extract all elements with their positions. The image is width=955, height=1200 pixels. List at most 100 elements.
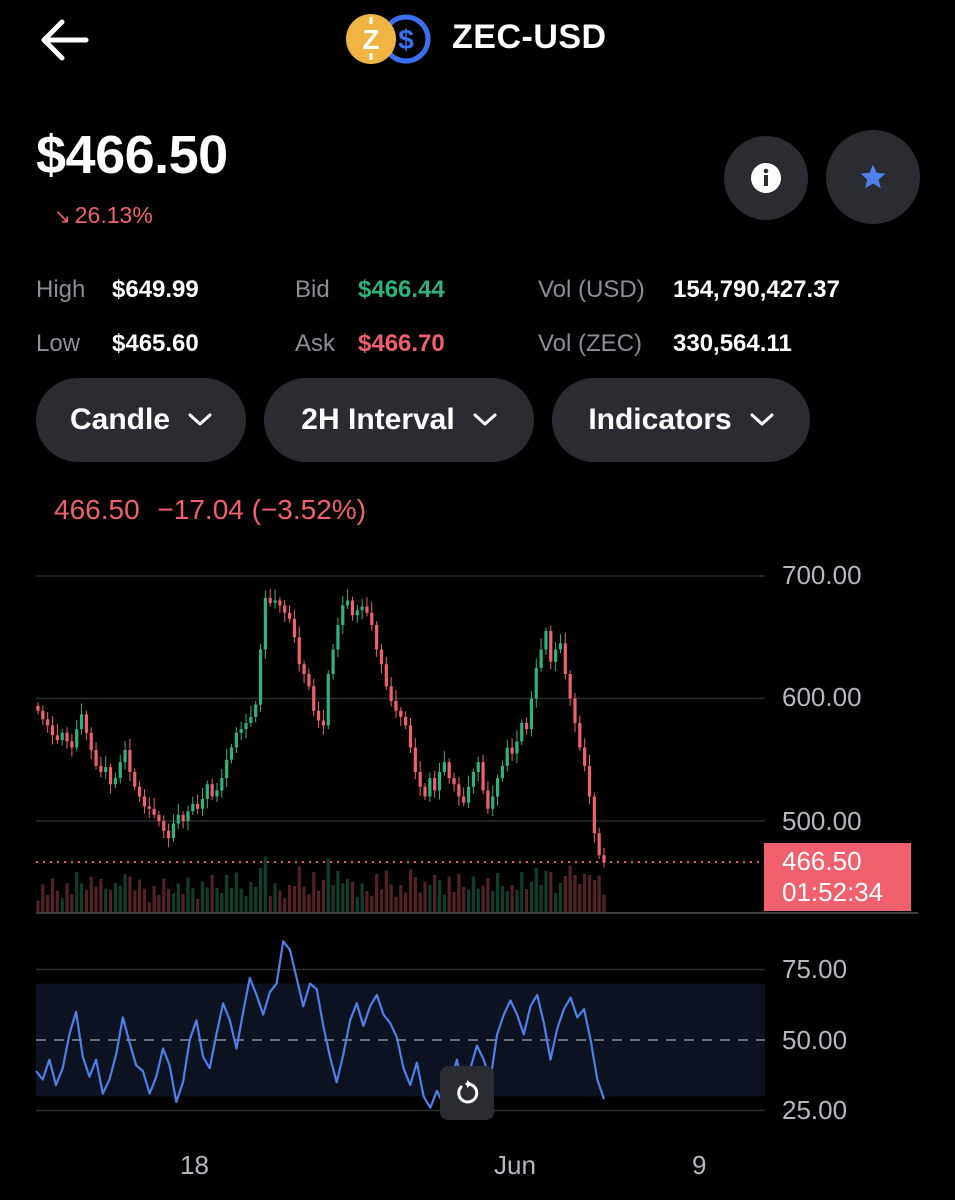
candle	[108, 767, 113, 785]
candle	[292, 618, 296, 638]
candle	[573, 698, 577, 723]
volume-bar	[326, 858, 330, 912]
volume-bar	[70, 894, 74, 912]
candle	[191, 803, 195, 812]
back-button[interactable]	[36, 16, 92, 64]
vol-usd-value: 154,790,427.37	[673, 276, 840, 303]
volume-bar	[89, 876, 93, 912]
candle	[447, 762, 451, 779]
candle	[239, 729, 243, 733]
candle	[471, 772, 475, 787]
candle	[41, 710, 45, 720]
candle	[558, 643, 563, 650]
candle	[249, 716, 253, 723]
volume-bar	[239, 888, 243, 912]
volume-bar	[370, 896, 374, 912]
candle	[215, 790, 219, 797]
candle	[89, 732, 93, 750]
candle	[84, 714, 88, 733]
vol-usd-label: Vol (USD)	[538, 276, 645, 303]
indicators-dropdown[interactable]: Indicators	[552, 378, 810, 462]
volume-bar	[433, 875, 437, 912]
candle	[171, 823, 176, 839]
volume-bar	[287, 885, 292, 912]
candle	[602, 855, 606, 863]
candle	[312, 686, 316, 711]
volume-bar	[75, 872, 79, 912]
candle	[554, 649, 558, 662]
candle	[486, 790, 490, 809]
volume-bar	[539, 885, 543, 912]
chart-type-dropdown[interactable]: Candle	[36, 378, 246, 462]
volume-bar	[341, 883, 345, 912]
volume-bar	[360, 883, 364, 912]
volume-bar	[176, 883, 180, 912]
bid-value: $466.44	[358, 276, 445, 303]
volume-bar	[118, 885, 122, 912]
volume-bar	[481, 885, 485, 912]
volume-bar	[60, 898, 64, 912]
volume-bar	[162, 878, 166, 912]
volume-bar	[365, 891, 369, 912]
x-tick-label: 18	[180, 1150, 209, 1180]
candle	[229, 747, 234, 760]
volume-bar	[408, 869, 413, 912]
info-button[interactable]	[724, 136, 808, 220]
volume-bar	[108, 889, 113, 912]
candle	[123, 749, 127, 763]
candle	[46, 719, 50, 726]
volume-bar	[583, 874, 587, 912]
candle	[500, 765, 505, 779]
volume-bar	[442, 894, 446, 912]
candle-countdown: 01:52:34	[782, 877, 884, 907]
watchlist-star-button[interactable]	[826, 130, 920, 224]
volume-bar	[375, 874, 379, 912]
candle	[326, 674, 330, 726]
chart-last-price: 466.50	[54, 494, 140, 525]
volume-bar	[447, 876, 451, 912]
volume-bar	[263, 856, 267, 912]
reset-zoom-button[interactable]	[440, 1066, 494, 1120]
chart-price-readout: 466.50 −17.04 (−3.52%)	[54, 494, 366, 526]
volume-bar	[549, 872, 553, 912]
chevron-down-icon	[473, 413, 497, 426]
volume-bar	[466, 889, 471, 912]
candle	[375, 625, 379, 650]
volume-bar	[113, 883, 118, 912]
volume-bar	[297, 866, 301, 912]
candle	[50, 725, 55, 736]
volume-bar	[94, 886, 98, 912]
candle	[79, 714, 84, 730]
volume-bar	[152, 886, 156, 912]
volume-bar	[394, 896, 398, 912]
volume-bar	[452, 892, 456, 912]
candle	[302, 664, 306, 674]
candle	[118, 762, 122, 779]
volume-bar	[123, 874, 127, 912]
volume-bar	[65, 883, 69, 912]
volume-bar	[457, 874, 461, 912]
rsi-tick-label: 25.00	[782, 1095, 848, 1125]
star-icon	[860, 164, 886, 189]
volume-bar	[534, 868, 538, 912]
candle	[568, 674, 572, 699]
price-chart[interactable]	[0, 540, 955, 1140]
volume-bar	[244, 896, 248, 912]
candle	[481, 762, 485, 791]
volume-bar	[36, 900, 40, 912]
candle	[142, 796, 147, 807]
volume-bar	[544, 871, 548, 912]
price-tag-value: 466.50	[782, 846, 862, 876]
chart-type-label: Candle	[69, 403, 171, 436]
volume-bar	[384, 870, 388, 912]
candle	[355, 610, 359, 616]
volume-bar	[462, 887, 466, 912]
volume-bar	[476, 888, 480, 912]
volume-bar	[437, 880, 442, 912]
interval-dropdown[interactable]: 2H Interval	[264, 378, 534, 462]
volume-bar	[331, 885, 335, 912]
volume-bar	[200, 881, 205, 912]
candle	[225, 759, 229, 779]
svg-text:$: $	[398, 24, 414, 55]
candle	[563, 643, 567, 674]
